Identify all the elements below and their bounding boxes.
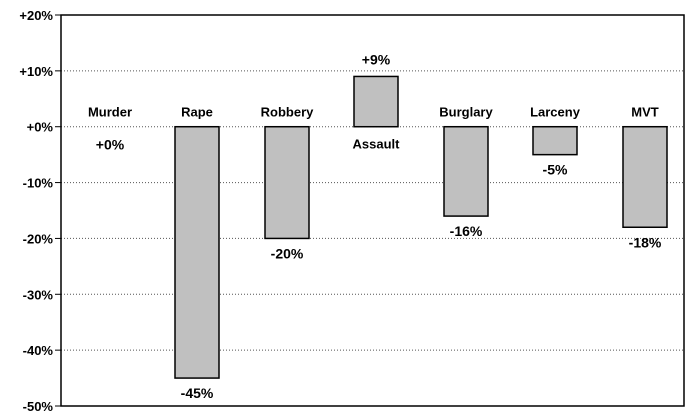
category-label: MVT — [631, 105, 659, 120]
value-label: -45% — [181, 385, 214, 401]
bar-robbery — [264, 125, 310, 240]
y-tick-label: -20% — [23, 231, 54, 246]
y-tick-label: +10% — [19, 64, 53, 79]
category-label: Larceny — [530, 105, 581, 120]
category-label: Assault — [353, 137, 401, 152]
y-tick-label: -10% — [23, 176, 54, 191]
category-label: Robbery — [261, 105, 315, 120]
y-tick-label: +20% — [19, 8, 53, 23]
value-label: -18% — [629, 234, 662, 250]
category-label: Murder — [88, 105, 132, 120]
bar-larceny — [532, 125, 578, 156]
bar-assault — [353, 75, 399, 128]
plot-area-frame — [60, 14, 685, 407]
category-label: Rape — [181, 105, 213, 120]
category-label: Burglary — [439, 105, 493, 120]
bar-labels: Murder +0% Rape -45% Robbery -20% Assault +9% Bu… — [88, 51, 662, 401]
value-label: +9% — [362, 51, 391, 67]
bar-rape — [174, 125, 220, 379]
y-axis-ticks: +20% +10% +0% -10% -20% -30% -40% -50% — [19, 8, 61, 414]
value-label: -16% — [450, 223, 483, 239]
y-tick-label: -40% — [23, 343, 54, 358]
value-label: -5% — [543, 162, 568, 178]
bar-mvt — [622, 125, 668, 229]
bar-burglary — [443, 125, 489, 217]
grid-lines — [61, 70, 684, 351]
bars — [174, 75, 668, 379]
y-tick-label: -30% — [23, 287, 54, 302]
value-label: +0% — [96, 137, 125, 153]
value-label: -20% — [271, 245, 304, 261]
y-tick-label: +0% — [27, 120, 54, 135]
y-tick-label: -50% — [23, 399, 54, 414]
